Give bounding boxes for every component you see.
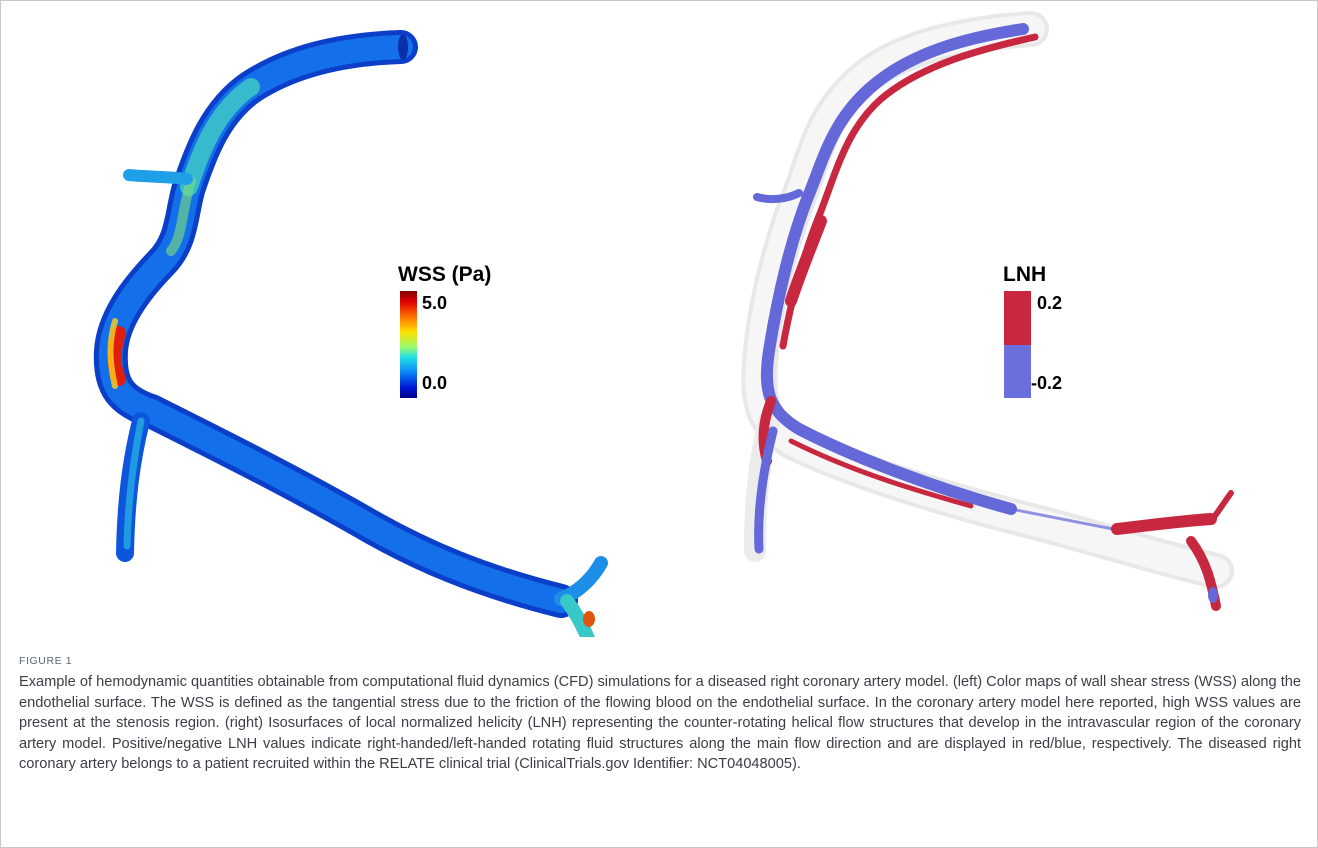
lnh-artery-render bbox=[741, 11, 1234, 611]
lnh-colorbar-negative bbox=[1004, 345, 1031, 398]
wss-colorbar bbox=[400, 291, 417, 398]
wss-colorbar-max: 5.0 bbox=[422, 293, 448, 313]
lnh-colorbar-title: LNH bbox=[1003, 263, 1047, 286]
figure-label: FIGURE 1 bbox=[19, 655, 73, 667]
lnh-colorbar-positive bbox=[1004, 291, 1031, 345]
wss-artery-render bbox=[93, 30, 608, 637]
wss-colorbar-min: 0.0 bbox=[422, 373, 448, 393]
figure-caption: Example of hemodynamic quantities obtain… bbox=[19, 674, 1301, 773]
figure-image-area: WSS (Pa) 5.0 0.0 bbox=[1, 1, 1317, 637]
wss-colorbar-title: WSS (Pa) bbox=[398, 263, 492, 286]
lnh-colorbar-min: -0.2 bbox=[1031, 373, 1063, 393]
lnh-colorbar-max: 0.2 bbox=[1037, 293, 1063, 313]
